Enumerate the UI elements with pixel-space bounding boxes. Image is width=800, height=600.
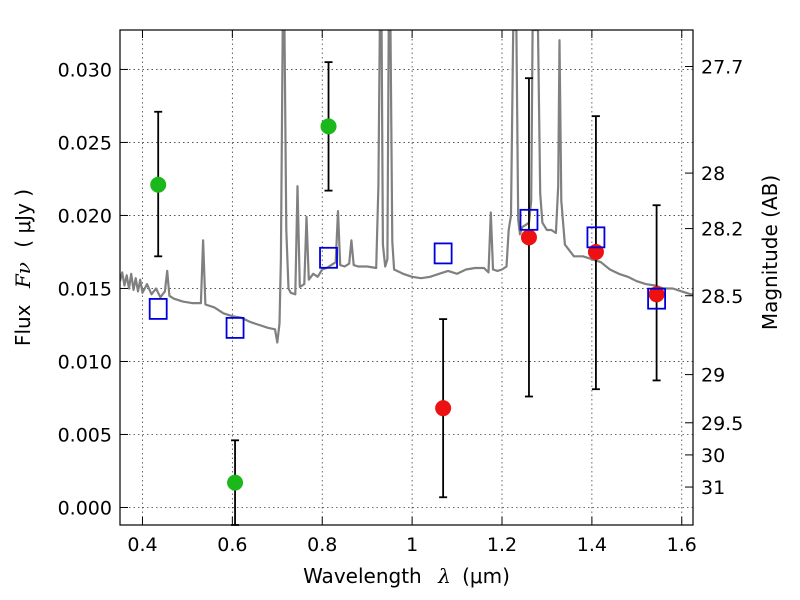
x-axis-label-text: Wavelength xyxy=(303,564,422,588)
x-axis-label: Wavelength λ (μm) xyxy=(303,564,510,588)
model-box-marker xyxy=(319,246,338,269)
y-tick-label: 0.030 xyxy=(58,59,112,81)
magnitude-tick-label: 27.7 xyxy=(701,57,743,79)
x-tick-label: 1.6 xyxy=(667,534,697,556)
axis-ticks: 0.4 0.6 0.8 1 1.2 1.4 1.6 0.000 0.005 0.010 0.015 0… xyxy=(58,30,743,556)
magnitude-axis-label: Magnitude (AB) xyxy=(758,175,782,330)
y-tick-label: 0.015 xyxy=(58,278,112,300)
y-axis-label-text: Flux xyxy=(11,304,35,346)
magnitude-tick-label: 28 xyxy=(701,163,725,185)
model-box-marker xyxy=(148,297,168,320)
model-box-marker xyxy=(647,287,666,310)
x-tick-label: 1 xyxy=(406,534,418,556)
magnitude-tick-label: 28.5 xyxy=(701,286,743,308)
y-tick-label: 0.005 xyxy=(58,424,112,446)
x-tick-label: 1.2 xyxy=(487,534,517,556)
y-tick-label: 0.000 xyxy=(58,497,112,519)
model-box-marker xyxy=(519,208,539,231)
y-tick-label: 0.010 xyxy=(58,351,112,373)
magnitude-tick-label: 31 xyxy=(701,477,725,499)
magnitude-tick-label: 30 xyxy=(701,445,725,467)
model-flux-point xyxy=(520,229,537,246)
spectrum-line xyxy=(120,30,693,344)
model-flux-point xyxy=(587,243,604,260)
detected-flux-point xyxy=(150,176,167,193)
magnitude-tick-label: 28.2 xyxy=(701,219,743,241)
detected-flux-point xyxy=(320,118,337,135)
x-axis-label-unit: (μm) xyxy=(462,564,510,588)
y-axis-label-symbol: Fν xyxy=(11,262,35,289)
error-bars xyxy=(154,61,661,526)
y-tick-label: 0.020 xyxy=(58,205,112,227)
model-flux-point xyxy=(648,286,665,303)
x-axis-label-symbol: λ xyxy=(437,564,451,588)
grid-lines xyxy=(120,30,693,525)
magnitude-tick-label: 29 xyxy=(701,365,725,387)
y-axis-label: Flux Fν ( μJy ) xyxy=(11,189,35,346)
y-tick-label: 0.025 xyxy=(58,132,112,154)
x-tick-label: 1.4 xyxy=(577,534,607,556)
data-markers xyxy=(148,118,666,491)
y-axis-label-unit: ( μJy ) xyxy=(11,189,35,248)
model-spectrum xyxy=(120,30,693,344)
model-flux-point xyxy=(435,400,452,417)
magnitude-tick-label: 29.5 xyxy=(701,413,743,435)
model-box-marker xyxy=(225,316,245,339)
x-tick-label: 0.4 xyxy=(127,534,157,556)
x-tick-label: 0.6 xyxy=(217,534,247,556)
model-box-marker xyxy=(586,226,606,249)
x-tick-label: 0.8 xyxy=(307,534,337,556)
model-box-marker xyxy=(433,242,453,265)
detected-flux-point xyxy=(227,474,244,491)
plot-frame xyxy=(119,29,694,526)
